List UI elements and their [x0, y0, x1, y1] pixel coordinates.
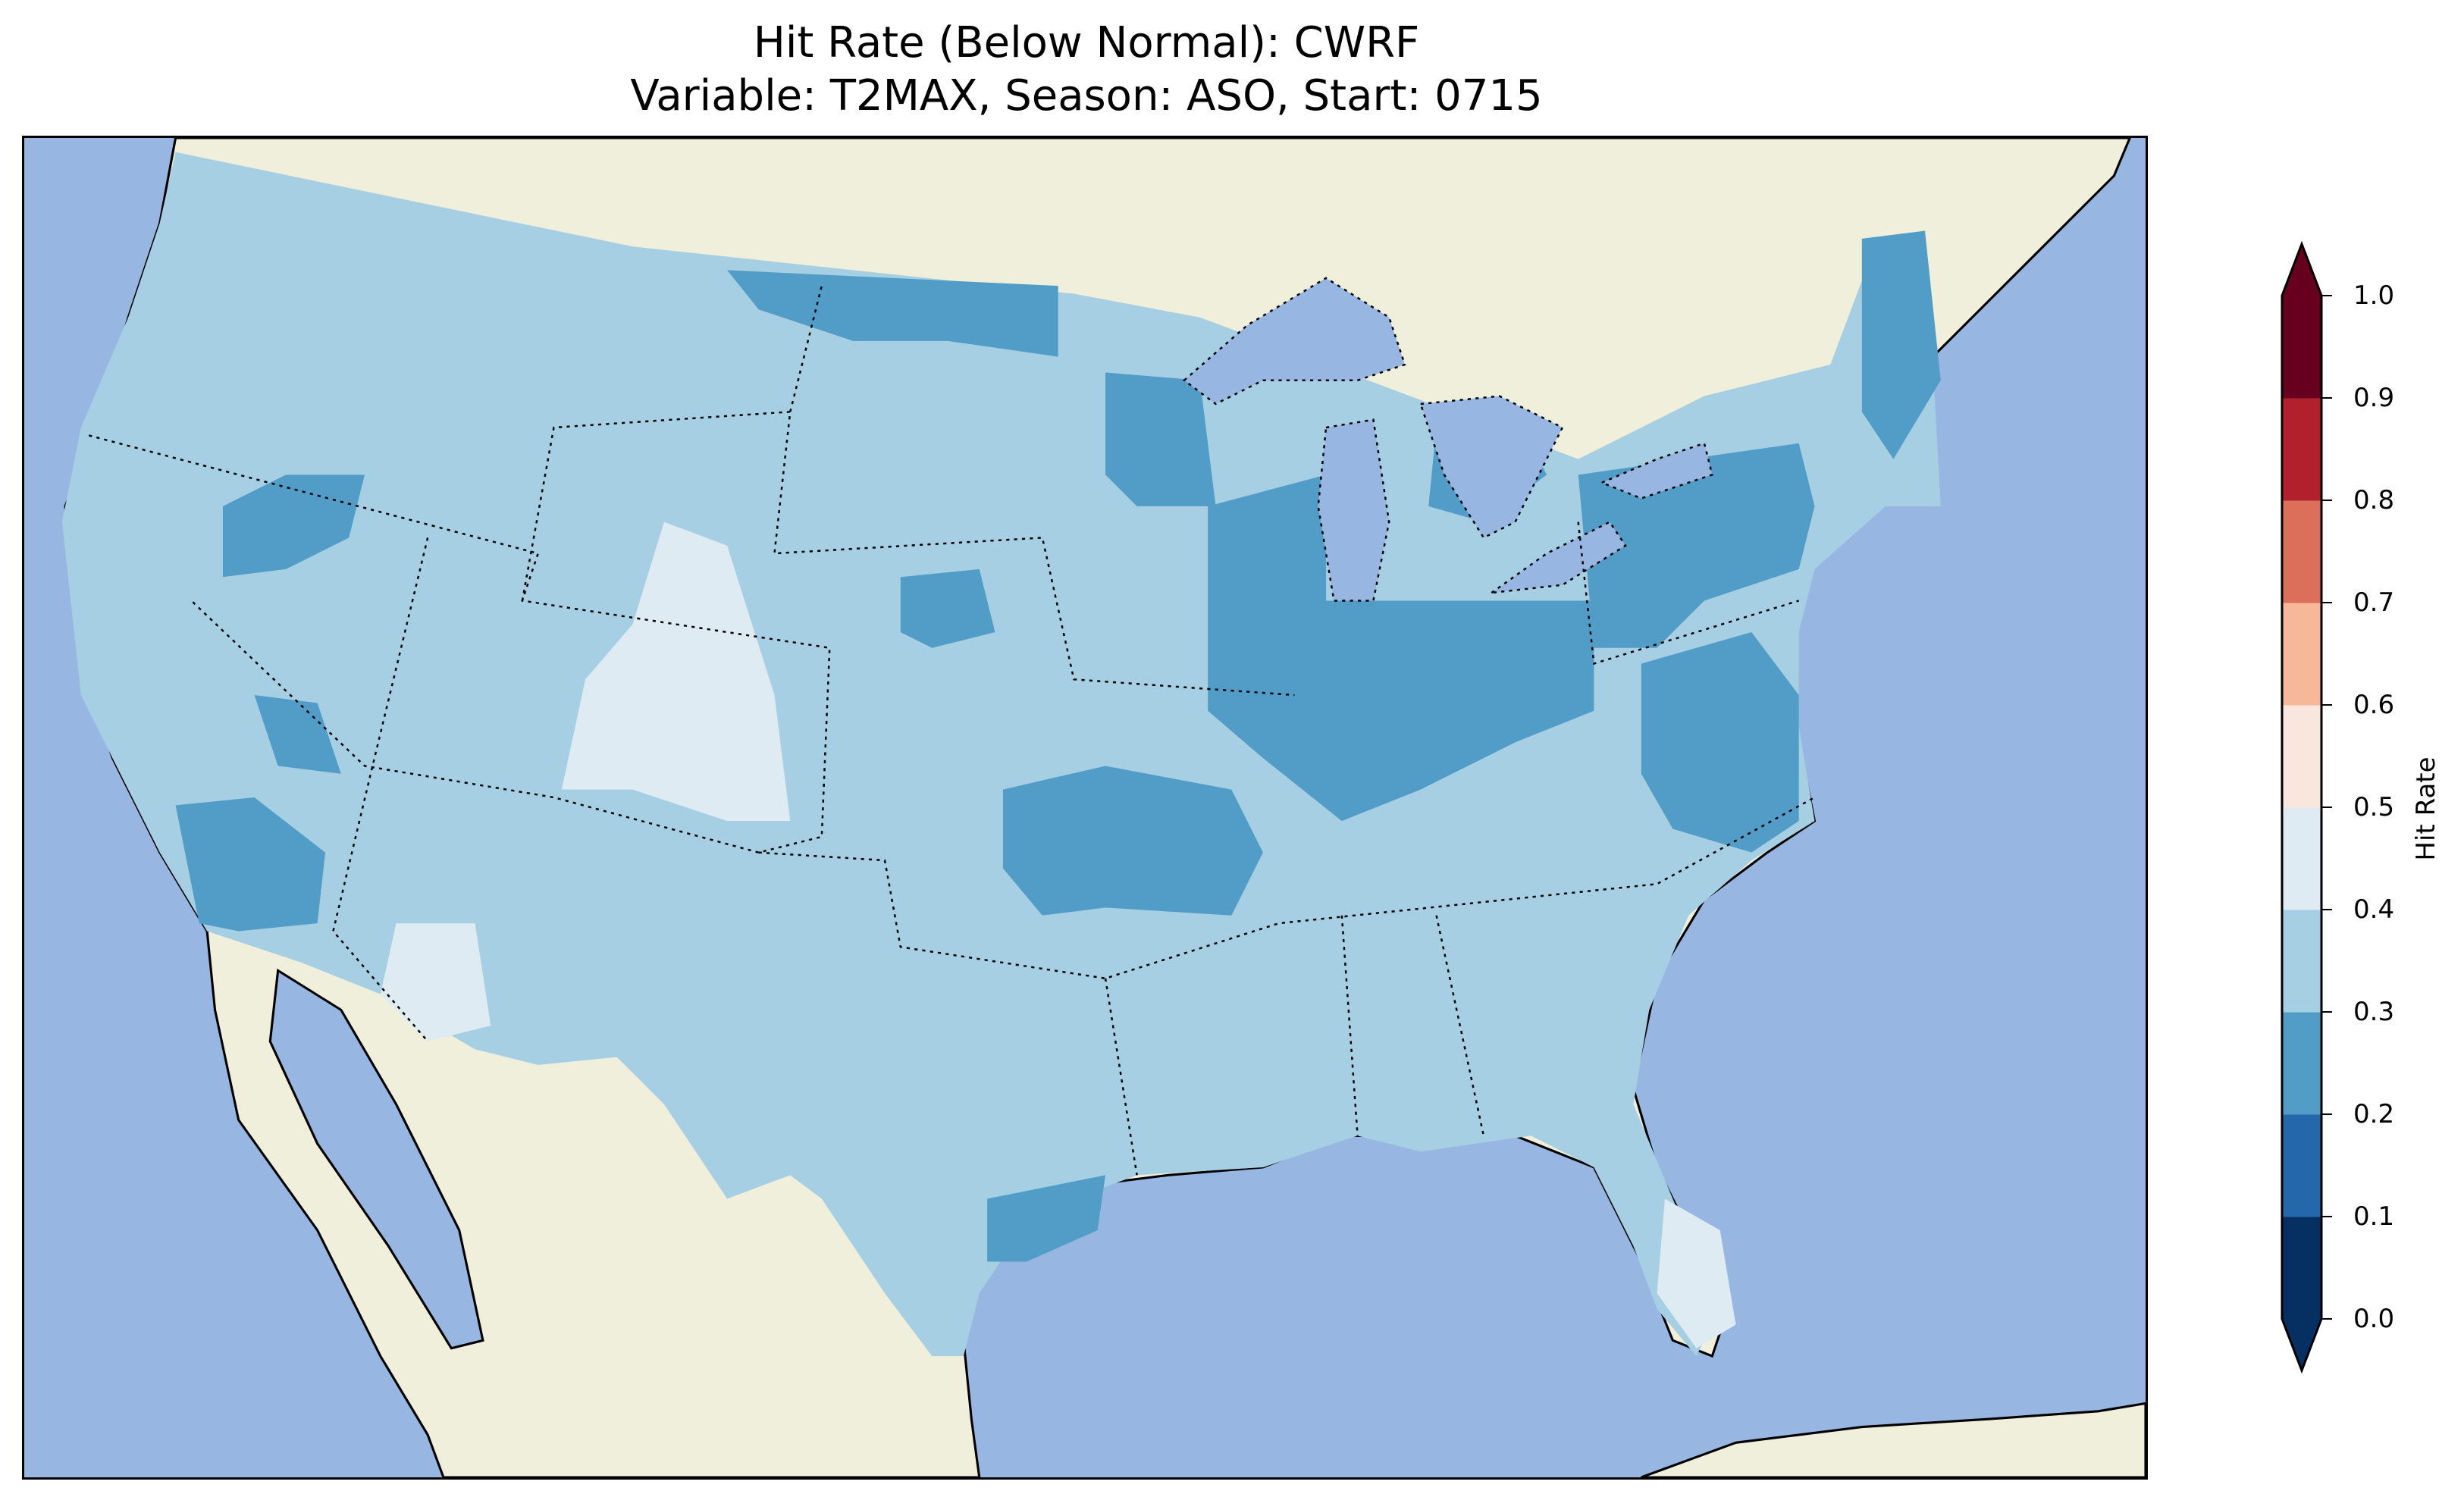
- colorbar-segment: [2282, 807, 2321, 910]
- chart-title-line2: Variable: T2MAX, Season: ASO, Start: 071…: [630, 71, 1543, 121]
- colorbar-segment: [2282, 398, 2321, 501]
- map-panel: [22, 136, 2148, 1480]
- colorbar-tick-label: 1.0: [2353, 280, 2395, 311]
- colorbar-segment: [2282, 500, 2321, 603]
- great-lakes: [1182, 277, 1713, 602]
- colorbar-tick-label: 0.6: [2353, 690, 2395, 720]
- colorbar: [2281, 240, 2332, 1374]
- colorbar-segment: [2282, 705, 2321, 808]
- cuba-land: [1641, 1402, 2146, 1477]
- colorbar-segment: [2282, 910, 2321, 1013]
- colorbar-tick-label: 0.9: [2353, 383, 2395, 413]
- colorbar-extend-min: [2282, 1319, 2321, 1370]
- colorbar-label: Hit Rate: [2411, 756, 2441, 861]
- colorbar-extend-max: [2282, 244, 2321, 296]
- colorbar-segment: [2282, 603, 2321, 706]
- state-borders: [88, 285, 1816, 1176]
- colorbar-segment: [2282, 1114, 2321, 1217]
- colorbar-tick-label: 0.1: [2353, 1201, 2395, 1232]
- colorbar-tick-label: 0.8: [2353, 485, 2395, 515]
- gulf-of-california: [268, 968, 484, 1350]
- colorbar-tick-label: 0.7: [2353, 587, 2395, 618]
- chart-title-line1: Hit Rate (Below Normal): CWRF: [753, 18, 1420, 67]
- colorbar-tick-label: 0.0: [2353, 1304, 2395, 1334]
- colorbar-segment: [2282, 296, 2321, 399]
- colorbar-segment: [2282, 1012, 2321, 1115]
- colorbar-tick-label: 0.3: [2353, 997, 2395, 1027]
- colorbar-tick-label: 0.2: [2353, 1099, 2395, 1129]
- colorbar-segment: [2282, 1217, 2321, 1320]
- colorbar-tick-label: 0.4: [2353, 894, 2395, 925]
- regions-hit-rate-0.4-0.5: [380, 521, 1736, 1348]
- colorbar-tick-label: 0.5: [2353, 792, 2395, 822]
